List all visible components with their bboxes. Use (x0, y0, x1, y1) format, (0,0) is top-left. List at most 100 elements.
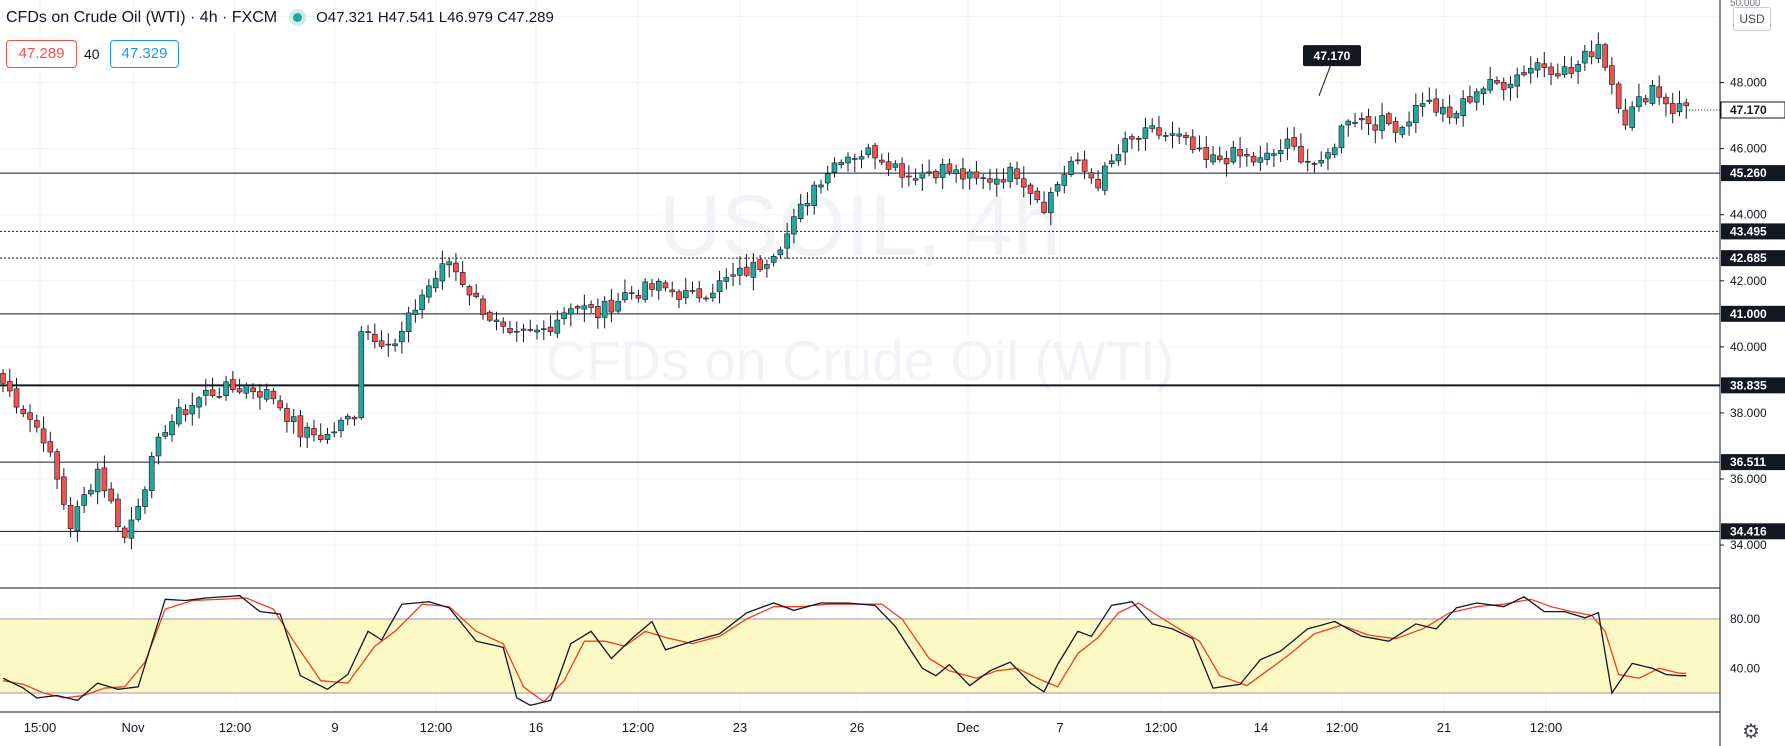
candle[interactable] (223, 375, 229, 401)
settings-gear-icon[interactable]: ⚙ (1742, 721, 1760, 743)
candle[interactable] (277, 395, 283, 411)
candle[interactable] (1223, 151, 1230, 177)
candle[interactable] (439, 250, 446, 290)
candle[interactable] (155, 432, 162, 465)
candle[interactable] (297, 409, 304, 448)
candle[interactable] (94, 463, 101, 505)
candle[interactable] (1020, 166, 1027, 198)
candle[interactable] (953, 164, 959, 183)
candle[interactable] (284, 403, 290, 433)
candle[interactable] (1068, 156, 1074, 177)
candle[interactable] (1298, 133, 1304, 164)
candle[interactable] (311, 419, 317, 442)
candle[interactable] (1162, 131, 1169, 142)
candle[interactable] (6, 368, 13, 398)
candle[interactable] (317, 423, 324, 443)
candle[interactable] (770, 253, 777, 267)
candle[interactable] (960, 158, 966, 190)
candle[interactable] (730, 262, 736, 287)
candle[interactable] (1446, 95, 1453, 125)
candle[interactable] (1460, 90, 1466, 127)
level-label-box[interactable] (1721, 223, 1785, 240)
candle[interactable] (1075, 152, 1081, 165)
candle[interactable] (1386, 111, 1392, 126)
candle[interactable] (527, 319, 534, 333)
candle[interactable] (338, 417, 344, 438)
candle[interactable] (980, 173, 987, 190)
candle[interactable] (642, 278, 649, 303)
candle[interactable] (1413, 93, 1419, 133)
candle[interactable] (1663, 93, 1669, 117)
candle[interactable] (466, 284, 473, 306)
candle[interactable] (128, 506, 135, 550)
candle[interactable] (1602, 42, 1608, 71)
candle[interactable] (365, 324, 371, 340)
candle[interactable] (1176, 127, 1183, 145)
candle[interactable] (1473, 88, 1480, 111)
candle[interactable] (804, 192, 811, 216)
candle[interactable] (399, 321, 405, 354)
stochastic-pane[interactable] (0, 587, 1720, 706)
candle[interactable] (1642, 95, 1649, 105)
candle[interactable] (1108, 154, 1115, 168)
candle[interactable] (939, 158, 946, 190)
candle[interactable] (216, 387, 223, 399)
candle[interactable] (0, 369, 6, 393)
candle[interactable] (1284, 127, 1291, 161)
candle[interactable] (1156, 115, 1162, 140)
candle[interactable] (838, 159, 845, 169)
candle[interactable] (824, 165, 831, 191)
candle[interactable] (473, 284, 480, 299)
candle[interactable] (1271, 148, 1277, 168)
candle[interactable] (655, 278, 662, 300)
candle[interactable] (1325, 148, 1331, 171)
candle[interactable] (574, 304, 581, 314)
candle[interactable] (1061, 165, 1068, 194)
candle[interactable] (1230, 140, 1237, 165)
candle[interactable] (919, 163, 926, 191)
candle[interactable] (1440, 98, 1446, 122)
candle[interactable] (209, 377, 216, 398)
candle[interactable] (162, 425, 169, 440)
candle[interactable] (1331, 143, 1338, 159)
candle[interactable] (831, 157, 838, 178)
candle[interactable] (737, 256, 743, 286)
candle[interactable] (581, 294, 588, 323)
candle[interactable] (148, 451, 155, 499)
candle[interactable] (520, 323, 527, 343)
candle[interactable] (1575, 60, 1581, 84)
candle[interactable] (182, 404, 189, 422)
candle[interactable] (966, 168, 973, 190)
candle[interactable] (649, 278, 655, 297)
bid-button[interactable]: 47.289 (6, 40, 77, 68)
candle[interactable] (1419, 92, 1426, 117)
candle[interactable] (865, 143, 872, 159)
candle[interactable] (784, 222, 790, 260)
candle[interactable] (1149, 118, 1155, 133)
candle[interactable] (13, 377, 20, 414)
candle[interactable] (263, 383, 270, 402)
candle[interactable] (1480, 86, 1487, 105)
candle[interactable] (1426, 87, 1433, 105)
candle[interactable] (1588, 40, 1595, 65)
candle[interactable] (1088, 168, 1095, 184)
candle[interactable] (33, 414, 40, 433)
candle[interactable] (1122, 131, 1128, 166)
candle[interactable] (1527, 56, 1534, 84)
candle[interactable] (344, 413, 351, 426)
level-label-box[interactable] (1721, 454, 1785, 471)
candle[interactable] (1494, 76, 1500, 85)
candle[interactable] (54, 448, 60, 490)
candle[interactable] (878, 153, 885, 166)
candle[interactable] (500, 317, 507, 334)
candle[interactable] (1609, 57, 1615, 95)
candle[interactable] (696, 280, 703, 303)
candle[interactable] (378, 330, 385, 350)
candle[interactable] (1372, 116, 1379, 144)
candle[interactable] (534, 324, 540, 340)
candle[interactable] (459, 261, 466, 288)
candle[interactable] (1210, 146, 1216, 166)
candle[interactable] (1636, 83, 1642, 112)
candle[interactable] (716, 270, 723, 304)
